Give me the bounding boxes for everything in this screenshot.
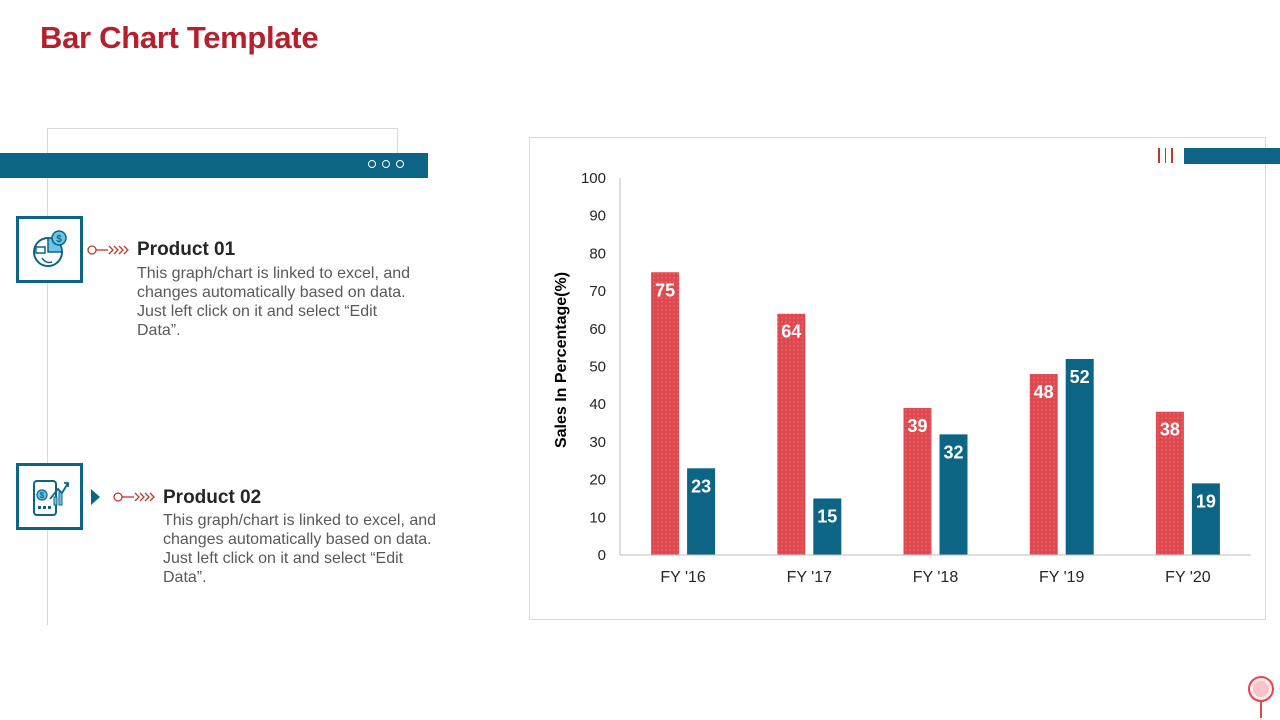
left-panel-header-bar (0, 153, 428, 178)
product-02-pointer-arrow (91, 489, 100, 505)
chart-deco-lines (1158, 148, 1173, 163)
pin-icon (1248, 676, 1274, 718)
dot-3 (396, 160, 404, 168)
page-title: Bar Chart Template (40, 20, 319, 55)
chart-deco-bar (1184, 148, 1280, 164)
dots-indicator (368, 160, 404, 168)
product-01-title: Product 01 (137, 239, 236, 260)
product-02-icon-box: $ (16, 463, 83, 530)
mobile-growth-chart-icon: $ (32, 479, 69, 516)
product-01-description: This graph/chart is linked to excel, and… (137, 265, 411, 339)
product-02-description: This graph/chart is linked to excel, and… (163, 512, 437, 586)
dot-2 (382, 160, 390, 168)
product-01-icon-box: $ (16, 216, 83, 283)
chart-frame (529, 137, 1266, 620)
product-02-connector (113, 492, 155, 502)
product-01-connector (87, 245, 129, 255)
left-panel-frame-top (47, 128, 398, 154)
svg-text:$: $ (56, 234, 62, 245)
finance-pie-chart-icon: $ (32, 229, 67, 267)
product-02-title: Product 02 (163, 487, 262, 508)
svg-text:$: $ (39, 491, 44, 500)
dot-1 (368, 160, 376, 168)
